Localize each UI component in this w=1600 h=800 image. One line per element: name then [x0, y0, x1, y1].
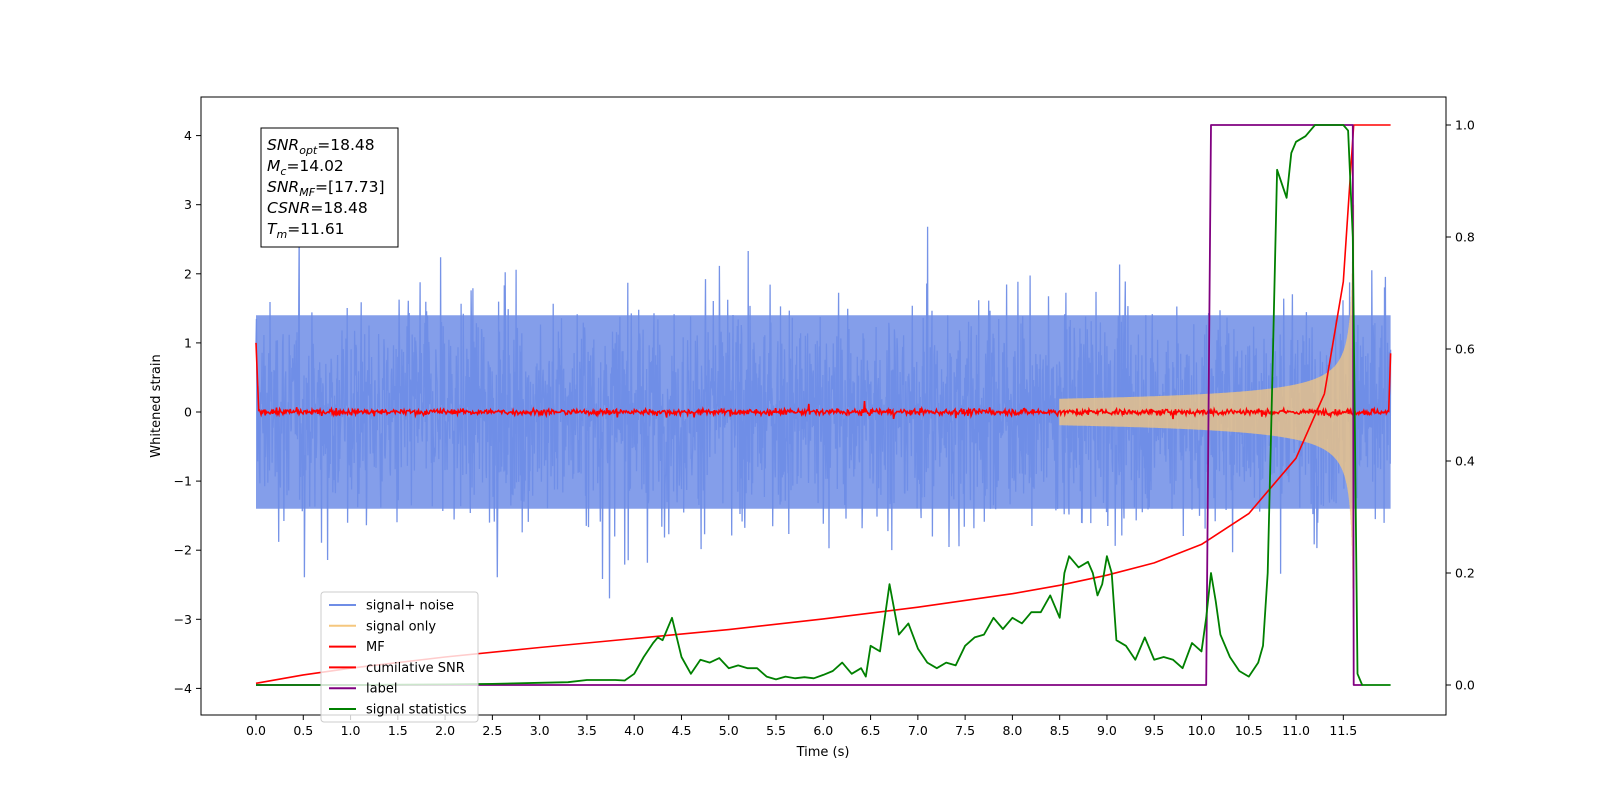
x-tick-label: 11.0: [1282, 723, 1310, 738]
legend-label: cumilative SNR: [366, 661, 465, 676]
x-tick-label: 5.0: [719, 723, 739, 738]
y-axis-right: 0.0 0.2 0.4 0.6 0.8 1.0: [1446, 118, 1475, 693]
y-tick-label: −1: [174, 474, 192, 489]
x-tick-label: 5.5: [766, 723, 786, 738]
series-signal-only: [1059, 204, 1355, 620]
x-tick-label: 7.5: [955, 723, 975, 738]
y2-tick-label: 0.2: [1455, 566, 1475, 581]
legend-label: signal statistics: [366, 703, 467, 718]
x-tick-label: 10.0: [1188, 723, 1216, 738]
x-tick-label: 4.5: [672, 723, 692, 738]
x-tick-label: 7.0: [908, 723, 928, 738]
x-tick-label: 8.5: [1050, 723, 1070, 738]
series-signal-statistics: [256, 124, 1391, 686]
y-axis-left: −4 −3 −2 −1 0 1 2 3 4: [174, 128, 201, 696]
legend-frame: [320, 591, 479, 723]
legend-label: signal only: [366, 619, 436, 634]
x-tick-label: 2.5: [482, 723, 502, 738]
annotation-line: SNRMF=[17.73]: [267, 178, 385, 199]
x-tick-label: 0.5: [293, 723, 313, 738]
x-tick-label: 3.5: [577, 723, 597, 738]
y-tick-label: −3: [174, 612, 192, 627]
legend-label: MF: [366, 640, 385, 655]
x-tick-label: 10.5: [1235, 723, 1263, 738]
x-tick-label: 8.0: [1002, 723, 1022, 738]
stats-annotation-box: SNRopt=18.48Mc=14.02SNRMF=[17.73]CSNR=18…: [260, 127, 399, 248]
x-tick-label: 3.0: [530, 723, 550, 738]
x-axis: 0.0 0.5 1.0 1.5 2.0 2.5 3.0 3.5 4.0 4.5 5.0 5.5 6.0 6…: [246, 715, 1357, 738]
x-axis-label: Time (s): [796, 745, 850, 760]
x-tick-label: 0.0: [246, 723, 266, 738]
legend-label: label: [366, 682, 397, 697]
annotation-line: Mc=14.02: [267, 157, 344, 178]
x-tick-label: 9.0: [1097, 723, 1117, 738]
y2-tick-label: 0.8: [1455, 230, 1475, 245]
y-tick-label: 3: [184, 197, 192, 212]
x-tick-label: 1.5: [388, 723, 408, 738]
y2-tick-label: 1.0: [1455, 118, 1475, 133]
y2-tick-label: 0.4: [1455, 454, 1475, 469]
annotation-line: SNRopt=18.48: [267, 136, 375, 157]
y-tick-label: 0: [184, 405, 192, 420]
annotation-line: Tm=11.61: [267, 220, 345, 241]
y2-tick-label: 0.0: [1455, 678, 1475, 693]
y2-tick-label: 0.6: [1455, 342, 1475, 357]
x-tick-label: 6.5: [861, 723, 881, 738]
y-tick-label: 4: [184, 128, 192, 143]
x-tick-label: 6.0: [813, 723, 833, 738]
x-tick-label: 1.0: [341, 723, 361, 738]
annotation-line: CSNR=18.48: [267, 199, 368, 217]
y-tick-label: −4: [174, 681, 192, 696]
legend-label: signal+ noise: [366, 599, 454, 614]
x-tick-label: 2.0: [435, 723, 455, 738]
legend: signal+ noise signal only MF cumilative SNR…: [320, 591, 479, 723]
x-tick-label: 9.5: [1144, 723, 1164, 738]
y-tick-label: 1: [184, 335, 192, 350]
x-tick-label: 11.5: [1329, 723, 1357, 738]
y-tick-label: 2: [184, 266, 192, 281]
plot-area: [255, 124, 1392, 686]
annotation-frame: [260, 127, 399, 248]
y-tick-label: −2: [174, 543, 192, 558]
series-mf: [255, 342, 1392, 420]
x-tick-label: 4.0: [624, 723, 644, 738]
y-axis-label: Whitened strain: [149, 354, 164, 457]
